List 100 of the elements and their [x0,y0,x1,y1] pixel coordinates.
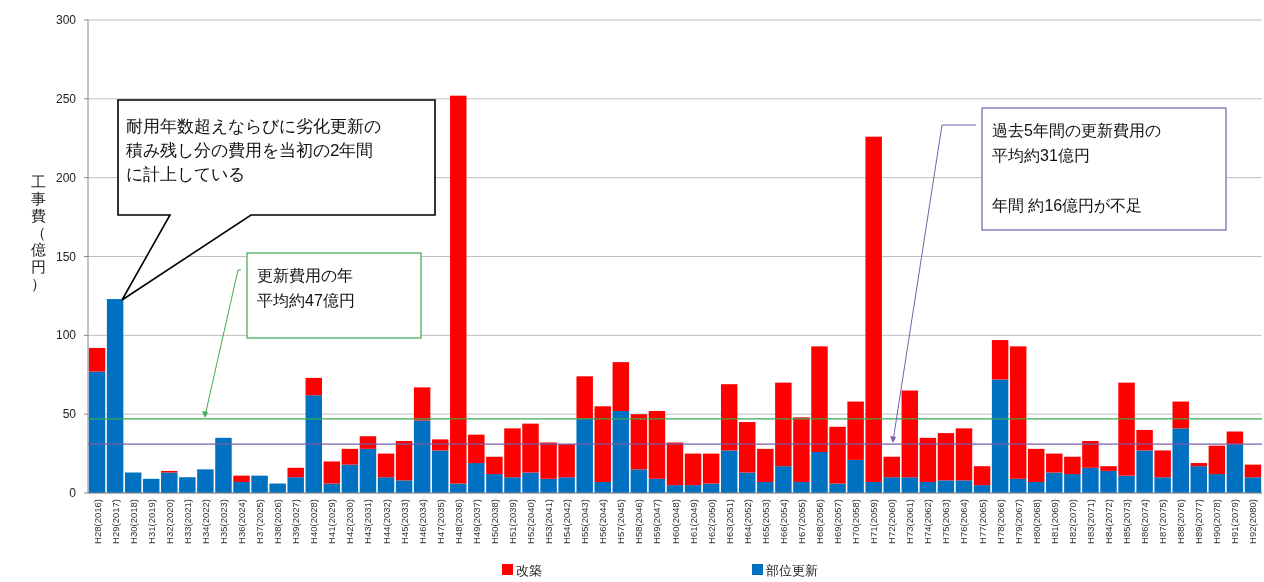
ref-line-label: 過去5年間の更新費用の平均約31億円 [992,122,1161,164]
x-tick-label: H55(2043) [579,499,591,544]
x-tick-label: H42(2030) [344,499,356,544]
bar [1154,450,1171,478]
x-tick-label: H84(2072) [1102,499,1114,544]
x-tick-label: H41(2029) [326,499,338,544]
x-tick-label: H75(2063) [940,499,952,544]
x-tick-label: H54(2042) [561,499,573,544]
bar [612,362,630,412]
x-tick-label: H46(2034) [416,499,428,544]
legend-label: 改築 [516,563,542,578]
bar [576,376,593,419]
bar [630,414,648,470]
y-tick-label: 300 [55,13,77,27]
x-tick-label: H79(2067) [1012,499,1024,544]
x-tick-label: H29(2017) [109,499,121,544]
bar [413,420,431,493]
y-tick-label: 50 [62,407,77,422]
bar [88,347,106,372]
y-axis-title: 工事費（億円） [30,172,46,292]
bar [919,437,937,482]
bar [1028,448,1045,482]
x-tick-label: H69(2057) [832,499,844,544]
bar [991,379,1009,493]
x-tick-label: H70(2058) [850,499,862,544]
x-tick-label: H50(2038) [488,499,500,544]
bar [666,442,684,486]
x-tick-label: H68(2056) [813,499,825,544]
y-tick-label: 200 [55,170,77,185]
x-tick-label: H74(2062) [922,499,934,544]
bar [594,406,611,482]
x-tick-label: H53(2041) [543,499,555,544]
bar [287,467,304,478]
x-tick-label: H71(2059) [868,499,880,544]
bar [305,395,322,493]
x-tick-label: H80(2068) [1030,499,1042,544]
x-tick-label: H38(2026) [272,499,284,544]
bar [937,433,955,481]
x-tick-label: H52(2040) [525,499,537,544]
bar [377,477,395,493]
bar [955,428,973,481]
bar [901,477,919,493]
x-tick-label: H83(2071) [1084,499,1096,544]
x-tick-label: H73(2061) [904,499,916,544]
bar [395,480,413,493]
bar [648,411,666,479]
x-tick-label: H76(2064) [958,499,970,544]
x-tick-label: H60(2048) [669,499,681,544]
x-tick-label: H66(2054) [777,499,789,544]
x-tick-label: H82(2070) [1066,499,1078,544]
bar [450,95,467,484]
x-tick-label: H59(2047) [651,499,663,544]
x-tick-label: H85(2073) [1121,499,1133,544]
x-tick-label: H92(2080) [1247,499,1259,544]
x-tick-label: H34(2022) [199,499,211,544]
bar [883,456,900,478]
bar [739,422,756,473]
bar [901,390,919,478]
legend-label: 部位更新 [766,563,818,578]
bar [1172,401,1189,429]
x-tick-label: H65(2053) [759,499,771,544]
bar [937,480,955,493]
bar [341,448,359,465]
bar [413,387,431,421]
x-tick-label: H61(2049) [687,499,699,544]
x-tick-label: H58(2046) [633,499,645,544]
annotation: 耐用年数超えならびに劣化更新の積み残し分の費用を当初の2年間に計上している [126,117,381,184]
bar [1009,346,1027,479]
bar [1190,463,1208,467]
bar [630,469,648,493]
bar [233,475,250,482]
bar [739,472,756,493]
bar [431,450,449,493]
bar [612,411,630,493]
bar [106,299,124,493]
x-tick-label: H31(2019) [145,499,157,544]
bar [991,340,1009,380]
bar [720,450,738,493]
bar [341,464,359,493]
x-tick-label: H89(2077) [1193,499,1205,544]
ref-line-label: 更新費用の年平均約47億円 [257,267,355,309]
bar [359,448,377,493]
y-tick-label: 250 [55,91,77,106]
bar [955,480,973,493]
bar [395,440,413,481]
x-tick-label: H40(2028) [308,499,320,544]
x-tick-label: H72(2060) [886,499,898,544]
x-tick-label: H91(2079) [1229,499,1241,544]
x-tick-label: H39(2027) [290,499,302,544]
bar [377,453,395,478]
bar [1208,445,1226,475]
x-tick-label: H86(2074) [1139,499,1151,544]
y-tick-label: 150 [55,249,77,264]
x-tick-label: H62(2050) [705,499,717,544]
x-tick-label: H32(2020) [163,499,175,544]
x-tick-label: H78(2066) [994,499,1006,544]
x-tick-label: H35(2023) [217,499,229,544]
x-tick-label: H63(2051) [723,499,735,544]
bar [1208,474,1226,493]
x-tick-label: H44(2032) [380,499,392,544]
